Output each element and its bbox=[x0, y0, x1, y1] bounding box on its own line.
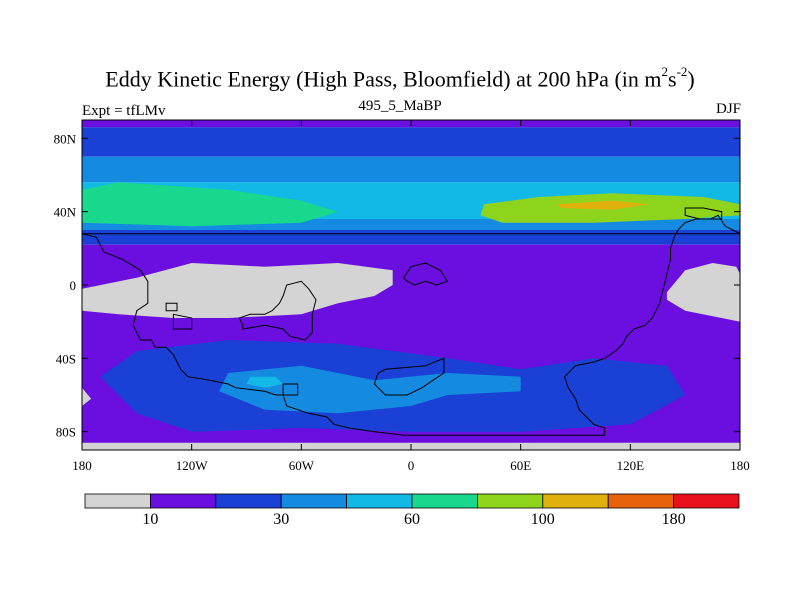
coastline-3 bbox=[403, 262, 449, 286]
y-tick-label: 0 bbox=[70, 278, 77, 293]
colorbar-label: 10 bbox=[142, 511, 158, 528]
x-tick-label: 120E bbox=[617, 458, 645, 473]
y-axis: 80N 40N 0 40S 80S bbox=[54, 131, 740, 440]
eke-region-4 bbox=[219, 365, 521, 414]
coastline-0 bbox=[82, 214, 740, 436]
y-tick-label: 80S bbox=[56, 425, 76, 440]
eke-region-2 bbox=[557, 200, 649, 210]
eke-band-2 bbox=[82, 156, 740, 183]
x-tick-label: 60W bbox=[289, 458, 315, 473]
eke-band-4 bbox=[82, 219, 740, 230]
x-tick-label: 180 bbox=[72, 458, 92, 473]
colorbar-box bbox=[673, 493, 740, 509]
colorbar-box bbox=[280, 493, 348, 509]
y-tick-label: 80N bbox=[54, 131, 77, 146]
colorbar-label: 180 bbox=[662, 511, 686, 528]
x-tick-label: 120W bbox=[176, 458, 209, 473]
eke-region-6 bbox=[82, 417, 740, 450]
eke-band-1 bbox=[82, 127, 740, 157]
colorbar-box bbox=[476, 493, 544, 509]
x-tick-label: 60E bbox=[510, 458, 531, 473]
colorbar-label: 60 bbox=[404, 511, 420, 528]
colorbar-label: 30 bbox=[273, 511, 289, 528]
coastline-6 bbox=[282, 383, 299, 396]
colorbar-box bbox=[411, 493, 478, 509]
season-label: DJF bbox=[715, 101, 741, 117]
eke-region-9 bbox=[82, 387, 92, 406]
contour-fill-layer bbox=[82, 120, 740, 450]
y-tick-label: 40S bbox=[56, 351, 76, 366]
colorbar-box bbox=[346, 493, 413, 509]
x-tick-label: 180 bbox=[730, 458, 750, 473]
plot-title: Eddy Kinetic Energy (High Pass, Bloomfie… bbox=[105, 64, 695, 92]
eke-region-5 bbox=[246, 376, 284, 388]
eke-band-5 bbox=[82, 230, 740, 245]
coastline-4 bbox=[172, 313, 193, 330]
colorbar-box bbox=[215, 493, 282, 509]
colorbar-box bbox=[84, 493, 151, 509]
x-axis: 180 120W 60W 0 60E 120E 180 bbox=[72, 120, 750, 473]
y-tick-label: 40N bbox=[54, 205, 77, 220]
colorbar-box bbox=[542, 493, 609, 509]
colorbar-box bbox=[149, 493, 217, 509]
coastline-1 bbox=[238, 280, 317, 341]
eke-region-10 bbox=[666, 263, 740, 322]
x-tick-label: 0 bbox=[408, 458, 415, 473]
colorbar-box bbox=[607, 493, 675, 509]
colorbar: 10 30 60 100 180 bbox=[84, 493, 740, 528]
eke-region-0 bbox=[82, 182, 338, 227]
colorbar-label: 100 bbox=[531, 511, 555, 528]
plot-subtitle: 495_5_MaBP bbox=[358, 98, 442, 114]
coastline-layer bbox=[82, 207, 740, 436]
experiment-label: Expt = tfLMv bbox=[82, 103, 166, 119]
coastline-2 bbox=[373, 357, 445, 396]
coastline-7 bbox=[684, 207, 723, 220]
coastline-5 bbox=[165, 302, 178, 312]
